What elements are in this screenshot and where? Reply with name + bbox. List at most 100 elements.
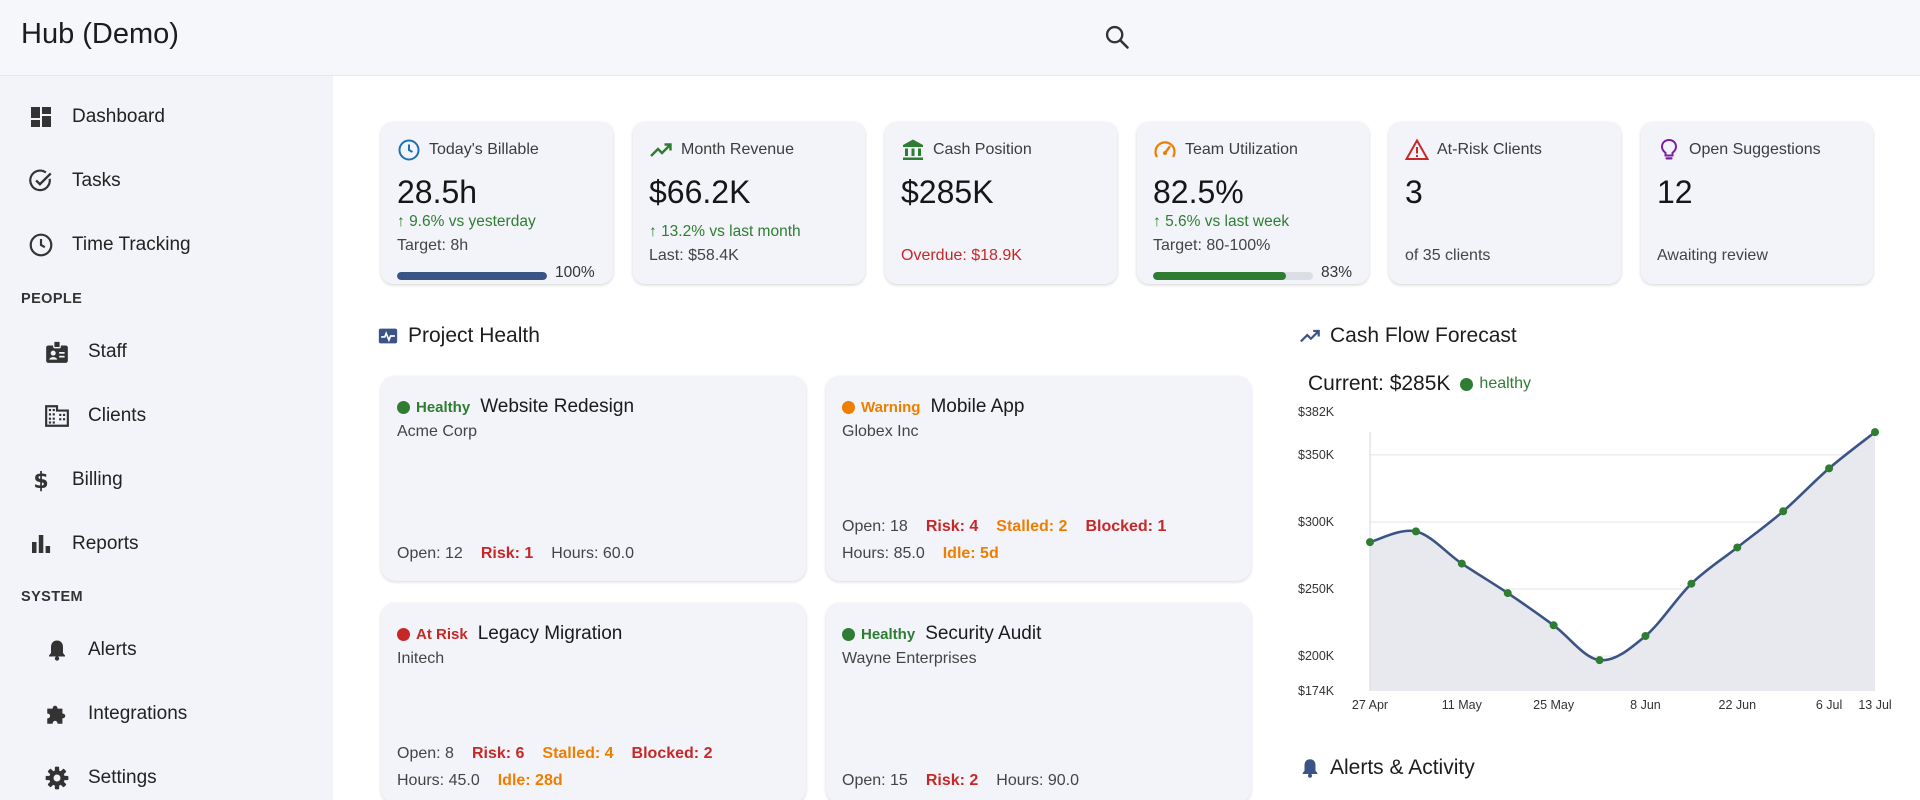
- kpi-card-open-suggestions[interactable]: Open Suggestions 12 Awaiting review: [1641, 122, 1873, 284]
- progress-bar: [1153, 272, 1313, 280]
- puzzle-icon: [43, 700, 71, 728]
- project-card-website-redesign[interactable]: Healthy Website Redesign Acme Corp Open:…: [381, 376, 806, 581]
- kpi-title: At-Risk Clients: [1437, 141, 1542, 158]
- sidebar-item-alerts[interactable]: Alerts: [0, 624, 333, 676]
- project-client: Globex Inc: [842, 423, 919, 440]
- sidebar-item-integrations[interactable]: Integrations: [0, 688, 333, 740]
- svg-text:$: $: [33, 469, 48, 492]
- clock-icon: [27, 231, 55, 259]
- kpi-card-month-revenue[interactable]: Month Revenue $66.2K ↑ 13.2% vs last mon…: [633, 122, 865, 284]
- stat-blocked: Blocked: 2: [631, 745, 713, 762]
- project-stats: Hours: 85.0 Idle: 5d: [842, 545, 1017, 563]
- sidebar-item-time-tracking[interactable]: Time Tracking: [0, 219, 333, 271]
- y-tick-label: $300K: [1298, 515, 1335, 529]
- cash-flow-current: Current: $285K healthy: [1308, 372, 1531, 396]
- kpi-card-cash-position[interactable]: Cash Position $285K Overdue: $18.9K: [885, 122, 1117, 284]
- sidebar-item-settings[interactable]: Settings: [0, 752, 333, 800]
- status-dot: [1460, 377, 1474, 391]
- status-badge: Healthy: [861, 625, 916, 643]
- bell-icon: [43, 636, 71, 664]
- stat-idle: Idle: 28d: [497, 772, 563, 789]
- project-client: Wayne Enterprises: [842, 650, 977, 667]
- sidebar-item-staff[interactable]: Staff: [0, 326, 333, 378]
- project-card-mobile-app[interactable]: Warning Mobile App Globex Inc Open: 18 R…: [826, 376, 1251, 581]
- data-point: [1825, 464, 1834, 473]
- data-point: [1457, 559, 1466, 568]
- series-area: [1370, 432, 1875, 691]
- sidebar-item-clients[interactable]: Clients: [0, 390, 333, 442]
- sidebar-item-tasks[interactable]: Tasks: [0, 155, 333, 207]
- kpi-trend: ↑ 9.6% vs yesterday: [397, 213, 536, 231]
- progress-label: 83%: [1321, 264, 1353, 281]
- arrow-up-icon: ↑: [1153, 213, 1166, 230]
- kpi-subtext: Last: $58.4K: [649, 247, 739, 264]
- data-point: [1641, 632, 1650, 641]
- project-stats: Open: 15 Risk: 2 Hours: 90.0: [842, 772, 1097, 790]
- sidebar-item-label: Staff: [88, 341, 127, 362]
- speedometer-icon: [1154, 141, 1176, 158]
- clock-icon: [398, 139, 420, 161]
- data-point: [1871, 428, 1879, 437]
- sidebar-item-reports[interactable]: Reports: [0, 518, 333, 570]
- kpi-value: 3: [1405, 174, 1423, 210]
- stat-risk: Risk: 6: [471, 745, 525, 762]
- sidebar-item-dashboard[interactable]: Dashboard: [0, 91, 333, 143]
- y-tick-label: $174K: [1298, 684, 1335, 698]
- top-app-bar: Hub (Demo): [0, 0, 1920, 76]
- status-dot: [842, 400, 855, 414]
- section-title-alerts-activity: Alerts & Activity: [1298, 756, 1475, 780]
- sidebar-section-people: PEOPLE: [21, 291, 83, 307]
- kpi-title: Open Suggestions: [1689, 141, 1821, 158]
- kpi-value: 12: [1657, 174, 1693, 210]
- stat-open: Open: 18: [842, 518, 908, 535]
- kpi-subtext: Target: 8h: [397, 237, 469, 254]
- project-stats: Open: 18 Risk: 4 Stalled: 2 Blocked: 1: [842, 518, 1184, 536]
- stat-risk: Risk: 2: [925, 772, 979, 789]
- x-tick-label: 8 Jun: [1630, 698, 1661, 712]
- sidebar-item-billing[interactable]: $ Billing: [0, 454, 333, 506]
- sidebar-item-label: Settings: [88, 767, 157, 788]
- kpi-subtext: Target: 80-100%: [1153, 237, 1271, 254]
- project-card-legacy-migration[interactable]: At Risk Legacy Migration Initech Open: 8…: [381, 603, 806, 800]
- section-title-text: Alerts & Activity: [1330, 756, 1475, 779]
- sidebar-item-label: Tasks: [72, 170, 121, 191]
- x-tick-label: 22 Jun: [1719, 698, 1757, 712]
- kpi-title: Month Revenue: [681, 141, 794, 158]
- sidebar-item-label: Billing: [72, 469, 123, 490]
- y-tick-label: $200K: [1298, 649, 1335, 663]
- stat-open: Open: 12: [397, 545, 463, 562]
- kpi-value: 28.5h: [397, 174, 478, 210]
- sidebar: Dashboard Tasks Time Tracking PEOPLE Sta…: [0, 76, 333, 800]
- dollar-icon: $: [27, 466, 55, 494]
- bell-icon: [1298, 756, 1322, 780]
- project-card-security-audit[interactable]: Healthy Security Audit Wayne Enterprises…: [826, 603, 1251, 800]
- data-point: [1733, 543, 1742, 552]
- kpi-title: Team Utilization: [1185, 141, 1298, 158]
- arrow-up-icon: ↑: [649, 223, 662, 240]
- status-badge: At Risk: [416, 625, 468, 643]
- kpi-title: Today's Billable: [429, 141, 539, 158]
- y-tick-label: $250K: [1298, 582, 1335, 596]
- search-button[interactable]: [1100, 20, 1134, 54]
- status-badge: Healthy: [416, 398, 471, 416]
- project-name: Mobile App: [930, 396, 1025, 417]
- app-title: Hub (Demo): [21, 18, 179, 50]
- x-tick-label: 27 Apr: [1352, 698, 1388, 712]
- trending-up-icon: [650, 143, 672, 157]
- badge-icon: [43, 338, 71, 366]
- kpi-card-at-risk-clients[interactable]: At-Risk Clients 3 of 35 clients: [1389, 122, 1621, 284]
- project-name: Legacy Migration: [477, 623, 623, 644]
- trending-up-icon: [1298, 324, 1322, 348]
- kpi-card-billable[interactable]: Today's Billable 28.5h ↑ 9.6% vs yesterd…: [381, 122, 613, 284]
- kpi-value: $66.2K: [649, 174, 751, 210]
- sidebar-item-label: Reports: [72, 533, 139, 554]
- x-tick-label: 25 May: [1533, 698, 1575, 712]
- data-point: [1687, 579, 1696, 588]
- stat-risk: Risk: 4: [925, 518, 979, 535]
- kpi-card-team-utilization[interactable]: Team Utilization 82.5% ↑ 5.6% vs last we…: [1137, 122, 1369, 284]
- kpi-value: 82.5%: [1153, 174, 1244, 210]
- check-circle-icon: [27, 167, 55, 195]
- stat-open: Open: 15: [842, 772, 908, 789]
- sidebar-item-label: Time Tracking: [72, 234, 191, 255]
- kpi-subtext: Awaiting review: [1657, 247, 1768, 264]
